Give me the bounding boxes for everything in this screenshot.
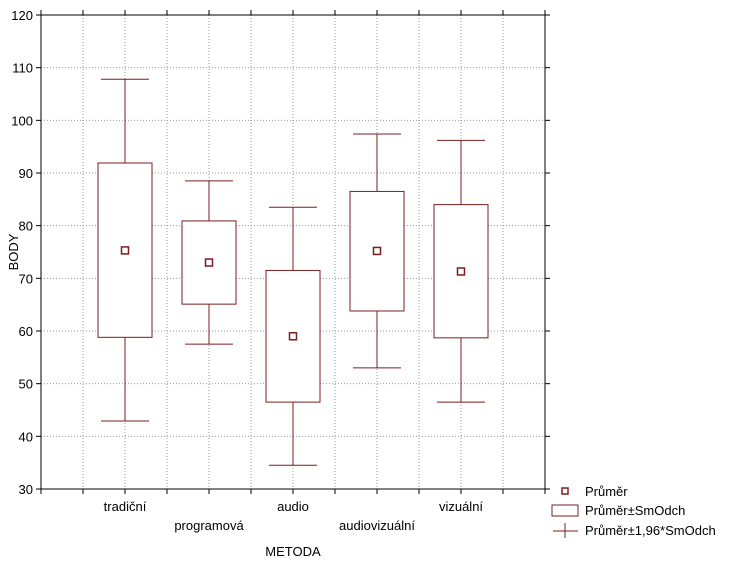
legend-sd-label: Průměr±SmOdch xyxy=(585,503,685,518)
plot-marks xyxy=(97,78,489,466)
legend-whisker-label: Průměr±1,96*SmOdch xyxy=(585,523,716,538)
mean-marker xyxy=(372,246,382,256)
y-tick-label: 100 xyxy=(11,113,33,128)
x-axis: tradiční programová audio audiovizuální vizu… xyxy=(40,10,546,533)
y-tick-label: 70 xyxy=(19,271,33,286)
x-tick-label: audio xyxy=(277,499,309,514)
x-axis-label: METODA xyxy=(265,544,321,559)
y-tick-label: 90 xyxy=(19,166,33,181)
mean-marker xyxy=(288,332,298,341)
y-axis-label: BODY xyxy=(6,233,21,270)
legend-mean-marker xyxy=(561,487,569,495)
y-tick-label: 50 xyxy=(19,377,33,392)
y-tick-label: 30 xyxy=(19,482,33,497)
x-tick-label: tradiční xyxy=(104,499,147,514)
mean-marker xyxy=(204,258,214,267)
x-tick-label: programová xyxy=(174,518,244,533)
legend-sd-box xyxy=(551,504,579,517)
legend-mean-label: Průměr xyxy=(585,484,628,499)
y-tick-label: 60 xyxy=(19,324,33,339)
y-tick-label: 80 xyxy=(19,219,33,234)
mean-marker xyxy=(456,267,466,276)
y-axis: 30 40 50 60 70 80 90 100 110 120 xyxy=(11,8,550,497)
y-tick-label: 110 xyxy=(12,61,33,76)
x-tick-label: audiovizuální xyxy=(339,518,415,533)
y-tick-label: 120 xyxy=(11,8,33,23)
y-tick-label: 40 xyxy=(19,429,33,444)
x-tick-label: vizuální xyxy=(439,499,483,514)
legend: Průměr Průměr±SmOdch Průměr±1,96*SmOdch xyxy=(551,484,716,538)
mean-marker xyxy=(120,246,130,255)
